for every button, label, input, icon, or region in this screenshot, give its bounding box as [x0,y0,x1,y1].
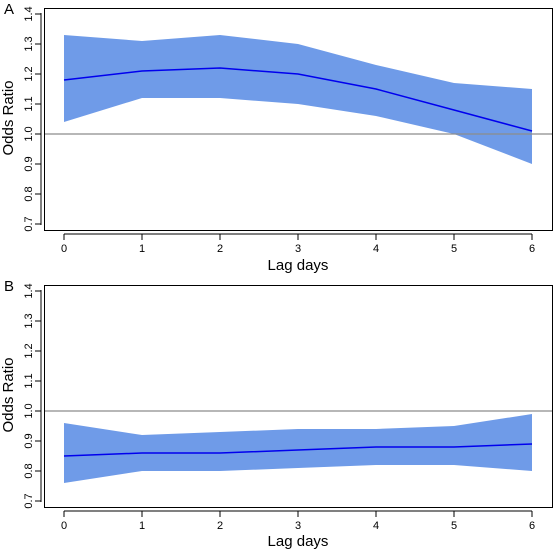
x-ticks: 0 1 2 3 4 5 6 [61,234,535,255]
y-tick-label: 1.4 [23,283,35,298]
y-tick-label: 1.4 [23,6,35,21]
plot-layer [45,410,552,483]
estimate-line [63,443,533,457]
y-tick-label: 1.2 [23,66,35,81]
x-tick-label: 5 [451,243,457,255]
plot-box [44,285,553,508]
y-tick-label: 1.1 [23,96,35,111]
y-ticks: 0.7 0.8 0.9 1.0 1.1 1.2 1.3 1.4 [23,283,41,509]
x-tick-label: 0 [61,243,67,255]
confidence-band [64,35,532,164]
panel-a: A 0 1 2 3 4 5 6 0.7 0.8 0.9 1.0 1.1 1.2 1.3 1.4 Lag d… [0,1,553,274]
y-tick-label: 1.2 [23,343,35,358]
panel-label: B [4,278,14,295]
x-tick-label: 2 [217,243,223,255]
x-ticks: 0 1 2 3 4 5 6 [61,511,535,532]
x-tick-label: 2 [217,520,223,532]
y-axis-title: Odds Ratio [0,357,17,432]
x-tick-label: 3 [295,243,301,255]
x-tick-label: 6 [529,520,535,532]
confidence-band [64,414,532,483]
plot-layer [45,35,552,164]
y-tick-label: 0.8 [23,186,35,201]
x-tick-label: 0 [61,520,67,532]
y-tick-label: 0.7 [23,216,35,231]
y-tick-label: 1.3 [23,36,35,51]
x-tick-label: 4 [373,520,379,532]
y-tick-label: 0.8 [23,463,35,478]
y-tick-label: 1.0 [23,403,35,418]
y-tick-label: 0.9 [23,156,35,171]
y-tick-label: 1.0 [23,126,35,141]
x-axis-title: Lag days [268,533,329,550]
y-tick-label: 0.7 [23,493,35,508]
x-tick-label: 1 [139,243,145,255]
y-axis-title: Odds Ratio [0,80,17,155]
x-tick-label: 6 [529,243,535,255]
y-tick-label: 1.1 [23,373,35,388]
x-tick-label: 4 [373,243,379,255]
panel-b: B 0 1 2 3 4 5 6 0.7 0.8 0.9 1.0 1.1 1.2 1.3 1.4 Lag d… [0,278,553,550]
plot-box [44,8,553,231]
x-axis-title: Lag days [268,257,329,274]
x-tick-label: 3 [295,520,301,532]
estimate-line [63,67,533,132]
x-tick-label: 1 [139,520,145,532]
y-tick-label: 1.3 [23,313,35,328]
x-tick-label: 5 [451,520,457,532]
y-tick-label: 0.9 [23,433,35,448]
panel-label: A [4,1,14,18]
y-ticks: 0.7 0.8 0.9 1.0 1.1 1.2 1.3 1.4 [23,6,41,232]
